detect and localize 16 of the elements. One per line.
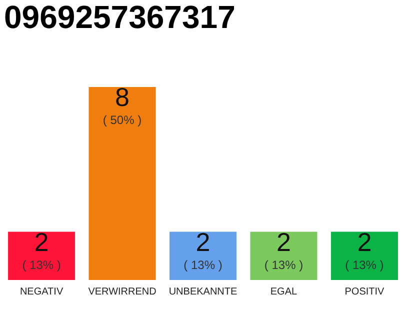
x-tick-label: NEGATIV: [20, 286, 64, 298]
x-tick-label: VERWIRREND: [88, 286, 156, 298]
data-label: 2: [357, 226, 372, 257]
chart-title: 0969257367317: [4, 0, 236, 35]
x-tick-label: POSITIV: [344, 286, 385, 298]
data-label: 2: [196, 226, 210, 257]
x-tick-label: UNBEKANNTE: [168, 286, 238, 298]
data-label: 2: [276, 226, 291, 257]
annotation: ( 13% ): [22, 258, 61, 272]
x-tick-label: EGAL: [270, 286, 298, 298]
annotation: ( 50% ): [102, 113, 142, 127]
annotation: ( 13% ): [345, 258, 384, 272]
data-label: 2: [34, 226, 49, 257]
annotation: ( 13% ): [264, 258, 304, 272]
data-label: 8: [115, 82, 130, 112]
annotation: ( 13% ): [184, 258, 222, 272]
